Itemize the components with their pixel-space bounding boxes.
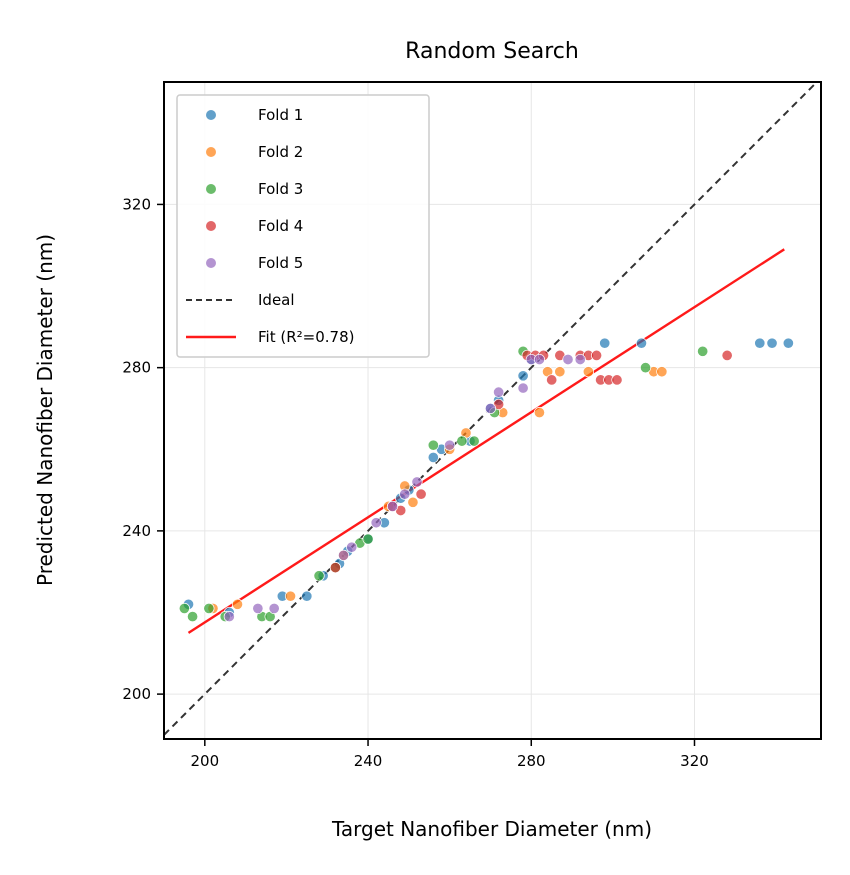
fold-4-point: [611, 374, 623, 386]
legend-marker-fold-3: [206, 184, 216, 194]
fold-1-point: [517, 370, 529, 382]
legend-label-fold-2: Fold 2: [258, 143, 303, 161]
fold-5-point: [411, 476, 423, 488]
y-tick-label: 240: [122, 522, 151, 540]
fold-5-point: [268, 602, 280, 614]
fold-1-point: [599, 337, 611, 349]
legend-marker-fold-5: [206, 258, 216, 268]
fold-2-point: [284, 590, 297, 602]
fold-4-point: [546, 374, 558, 386]
fold-4-point: [591, 349, 603, 361]
fold-3-point: [187, 611, 199, 623]
fold-5-point: [562, 353, 574, 366]
fold-5-point: [370, 517, 382, 529]
legend-label-fit: Fit (R²=0.78): [258, 328, 354, 346]
legend-label-fold-3: Fold 3: [258, 180, 303, 198]
fold-5-point: [399, 488, 411, 500]
fold-3-point: [362, 533, 374, 545]
fold-5-point: [386, 500, 399, 512]
fold-5-point: [444, 439, 456, 451]
fold-3-point: [697, 345, 709, 357]
chart-title: Random Search: [405, 39, 579, 64]
ideal-line: [164, 82, 819, 736]
fold-5-point: [493, 386, 505, 398]
legend-marker-fold-2: [206, 147, 216, 157]
plot-frame: [163, 81, 822, 740]
x-axis-label: Target Nanofiber Diameter (nm): [331, 817, 652, 841]
legend-label-fold-1: Fold 1: [258, 106, 303, 124]
fold-2-point: [656, 366, 668, 378]
fold-5-point: [484, 402, 497, 415]
data-points: [178, 337, 794, 623]
legend-marker-fold-1: [206, 110, 216, 120]
legend-label-ideal: Ideal: [258, 291, 295, 309]
fold-2-point: [533, 406, 545, 419]
fold-1-point: [301, 590, 313, 602]
y-tick-label: 200: [122, 685, 151, 703]
x-tick-label: 280: [517, 752, 546, 770]
fold-3-point: [456, 435, 468, 447]
fold-4-point: [329, 562, 341, 574]
y-axis-label: Predicted Nanofiber Diameter (nm): [33, 234, 57, 586]
fold-5-point: [252, 602, 264, 614]
fold-4-point: [415, 488, 427, 500]
fold-5-point: [346, 541, 358, 553]
legend-marker-fold-4: [206, 221, 216, 231]
fold-5-point: [533, 353, 545, 366]
fold-4-point: [721, 349, 733, 361]
fold-5-point: [223, 611, 235, 623]
x-tick-label: 320: [680, 752, 709, 770]
legend: Fold 1 Fold 2 Fold 3 Fold 4 Fold 5 Ideal Fit (…: [176, 94, 430, 358]
fold-3-point: [178, 602, 190, 614]
fold-1-point: [754, 337, 766, 349]
fold-3-point: [313, 570, 325, 582]
fold-1-point: [782, 337, 794, 349]
reference-lines: [164, 82, 819, 736]
fold-3-point: [427, 439, 439, 451]
fold-5-point: [517, 382, 529, 394]
fit-line: [187, 248, 785, 634]
legend-frame: [176, 94, 430, 358]
y-tick-label: 320: [122, 195, 151, 213]
fold-2-point: [554, 366, 566, 378]
fold-3-point: [639, 362, 652, 374]
fold-2-point: [407, 496, 419, 508]
x-tick-label: 200: [190, 752, 219, 770]
fold-2-point: [231, 598, 244, 610]
fold-3-point: [203, 602, 215, 614]
fold-5-point: [338, 549, 350, 561]
y-tick-label: 280: [122, 359, 151, 377]
fold-1-point: [635, 337, 647, 349]
legend-label-fold-4: Fold 4: [258, 217, 303, 235]
fold-5-point: [574, 353, 586, 366]
fold-3-point: [468, 435, 480, 447]
axis-ticks: 200 240 280 320 200 240 280 320: [122, 195, 708, 770]
x-tick-label: 240: [354, 752, 383, 770]
fold-1-point: [766, 337, 778, 349]
fold-2-point: [582, 366, 594, 378]
legend-label-fold-5: Fold 5: [258, 254, 303, 272]
fold-1-point: [427, 451, 439, 463]
